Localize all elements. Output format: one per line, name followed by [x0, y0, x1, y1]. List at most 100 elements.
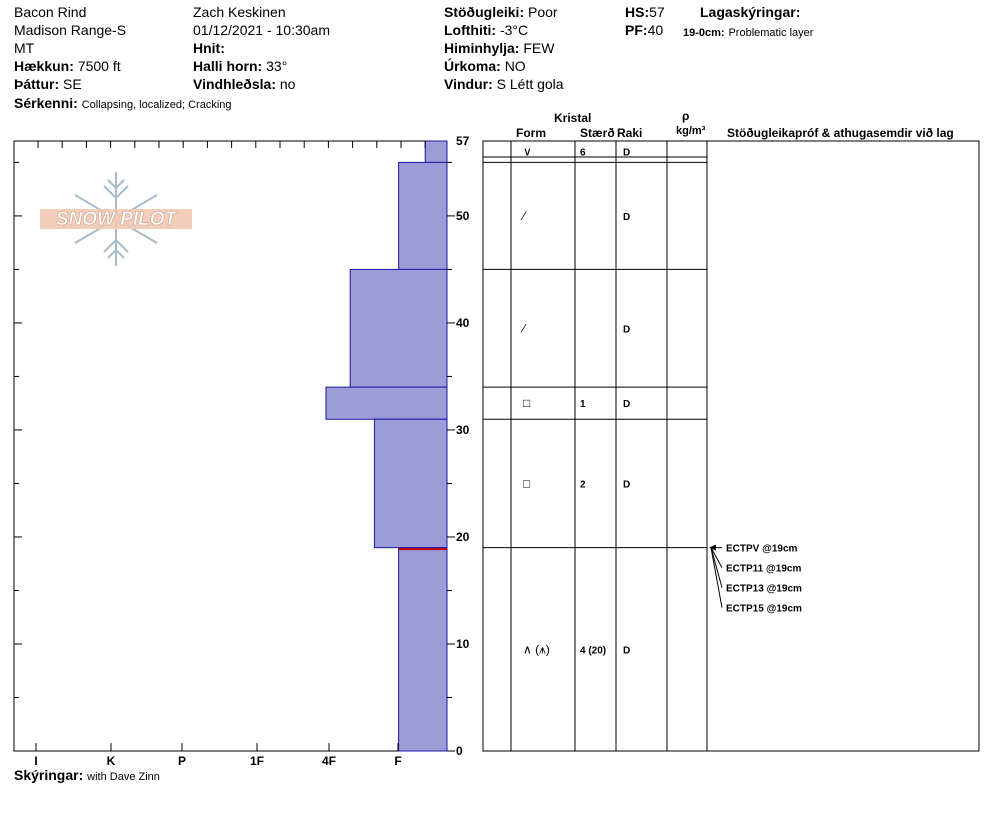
range-name: Madison Range-S — [14, 22, 127, 38]
stability-label: Stöðugleiki: — [444, 4, 525, 20]
stability-arrow-icon — [709, 544, 716, 551]
grain-size: 6 — [580, 148, 586, 159]
hardness-bar — [349, 268, 448, 388]
density-symbol: ρ — [682, 109, 690, 123]
grain-form: ∧ (⩚) — [523, 642, 550, 656]
moisture-header: Raki — [617, 126, 643, 140]
aspect-field: Þáttur: SE — [14, 76, 82, 92]
hs-field: HS:57 — [625, 4, 665, 20]
elevation-value: 7500 ft — [77, 58, 121, 74]
logo-text: SNOW PILOT — [56, 209, 178, 230]
notes-field: Skýringar: with Dave Zinn — [14, 767, 160, 785]
grain-form: ⁄ — [520, 321, 527, 335]
state-name: MT — [14, 40, 35, 56]
hs-label: HS: — [625, 4, 650, 20]
hardness-bar — [398, 547, 448, 752]
hardness-tick-label: F — [394, 754, 401, 768]
hardness-bar — [325, 386, 448, 420]
grain-form: □ — [523, 476, 530, 490]
aspect-label: Þáttur: — [14, 76, 60, 92]
wind-field: Vindur: S Létt gola — [444, 76, 564, 92]
slope-value: 33° — [266, 58, 288, 74]
layer-note: 19-0cm: Problematic layer — [683, 23, 813, 41]
crystal-header: Kristal — [554, 111, 592, 125]
sky-field: Himinhylja: FEW — [444, 40, 554, 56]
sky-label: Himinhylja: — [444, 40, 520, 56]
depth-tick-label: 30 — [456, 423, 470, 437]
hs-value: 57 — [649, 4, 665, 20]
form-header: Form — [516, 126, 546, 140]
layer-note-range: 19-0cm: — [683, 27, 725, 39]
hardness-tick-label: P — [178, 754, 186, 768]
moisture: D — [623, 212, 630, 223]
moisture: D — [623, 324, 630, 335]
features-label: Sérkenni: — [14, 95, 78, 111]
depth-tick-label: 20 — [456, 530, 470, 544]
moisture: D — [623, 148, 630, 159]
slope-field: Halli horn: 33° — [193, 58, 287, 74]
coords-field: Hnit: — [193, 40, 225, 56]
layer-note-text: Problematic layer — [728, 27, 814, 39]
air-temp-value: -3°C — [499, 22, 529, 38]
grain-form: ⁄ — [520, 209, 527, 223]
observation-datetime: 01/12/2021 - 10:30am — [193, 22, 330, 38]
stability-test-pointer — [710, 547, 723, 608]
comments-header: Stöðugleikapróf & athugasemdir við lag — [727, 126, 954, 140]
location-name: Bacon Rind — [14, 4, 87, 20]
grain-size: 1 — [580, 399, 586, 410]
depth-tick-label: 50 — [456, 209, 470, 223]
depth-tick-label: 0 — [456, 744, 463, 758]
moisture: D — [623, 399, 630, 410]
stability-test-pointer — [710, 547, 723, 588]
moisture: D — [623, 479, 630, 490]
elevation-field: Hækkun: 7500 ft — [14, 58, 121, 74]
stability-test-pointer — [710, 547, 723, 568]
layer-notes-label: Lagaskýringar: — [700, 4, 801, 20]
hardness-bar — [373, 418, 448, 549]
notes-value: with Dave Zinn — [87, 771, 160, 783]
observer-name: Zach Keskinen — [193, 4, 286, 20]
density-unit: kg/m³ — [676, 125, 706, 137]
stability-test: ECTP15 @19cm — [726, 604, 802, 615]
sky-value: FEW — [523, 40, 555, 56]
stability-value: Poor — [528, 4, 558, 20]
depth-tick-label: 57 — [456, 134, 470, 148]
hardness-bar — [424, 140, 448, 163]
depth-tick-label: 40 — [456, 316, 470, 330]
snowpilot-logo: SNOW PILOT — [40, 172, 192, 266]
stability-test: ECTP11 @19cm — [726, 564, 801, 575]
grain-size: 4 (20) — [580, 645, 606, 656]
hardness-bar — [398, 161, 448, 270]
aspect-value: SE — [63, 76, 82, 92]
wind-loading-value: no — [279, 76, 296, 92]
stability-test: ECTP13 @19cm — [726, 584, 802, 595]
logo-band — [40, 209, 192, 229]
depth-tick-label: 10 — [456, 637, 470, 651]
layer-table-frame — [482, 140, 980, 752]
hardness-tick-label: I — [34, 754, 37, 768]
grain-form: □ — [523, 396, 530, 410]
precip-label: Úrkoma: — [444, 58, 501, 74]
elevation-label: Hækkun: — [14, 58, 74, 74]
stability-field: Stöðugleiki: Poor — [444, 4, 558, 20]
grain-size: 2 — [580, 479, 586, 490]
wind-loading-label: Vindhleðsla: — [193, 76, 276, 92]
air-temp-field: Lofthiti: -3°C — [444, 22, 528, 38]
hardness-tick-label: K — [107, 754, 116, 768]
hardness-tick-label: 4F — [322, 754, 336, 768]
stability-test: ECTPV @19cm — [726, 544, 798, 555]
features-value: Collapsing, localized; Cracking — [81, 99, 232, 111]
features-field: Sérkenni: Collapsing, localized; Crackin… — [14, 95, 232, 113]
pf-value: 40 — [647, 22, 664, 38]
size-header: Stærð — [580, 126, 615, 140]
hardness-tick-label: 1F — [250, 754, 264, 768]
grain-form: ∨ — [523, 145, 532, 159]
wind-label: Vindur: — [444, 76, 493, 92]
precip-field: Úrkoma: NO — [444, 58, 526, 74]
precip-value: NO — [504, 58, 526, 74]
coords-label: Hnit: — [193, 40, 225, 56]
pf-field: PF:40 — [625, 22, 663, 38]
wind-loading-field: Vindhleðsla: no — [193, 76, 295, 92]
wind-value: S Létt gola — [496, 76, 564, 92]
